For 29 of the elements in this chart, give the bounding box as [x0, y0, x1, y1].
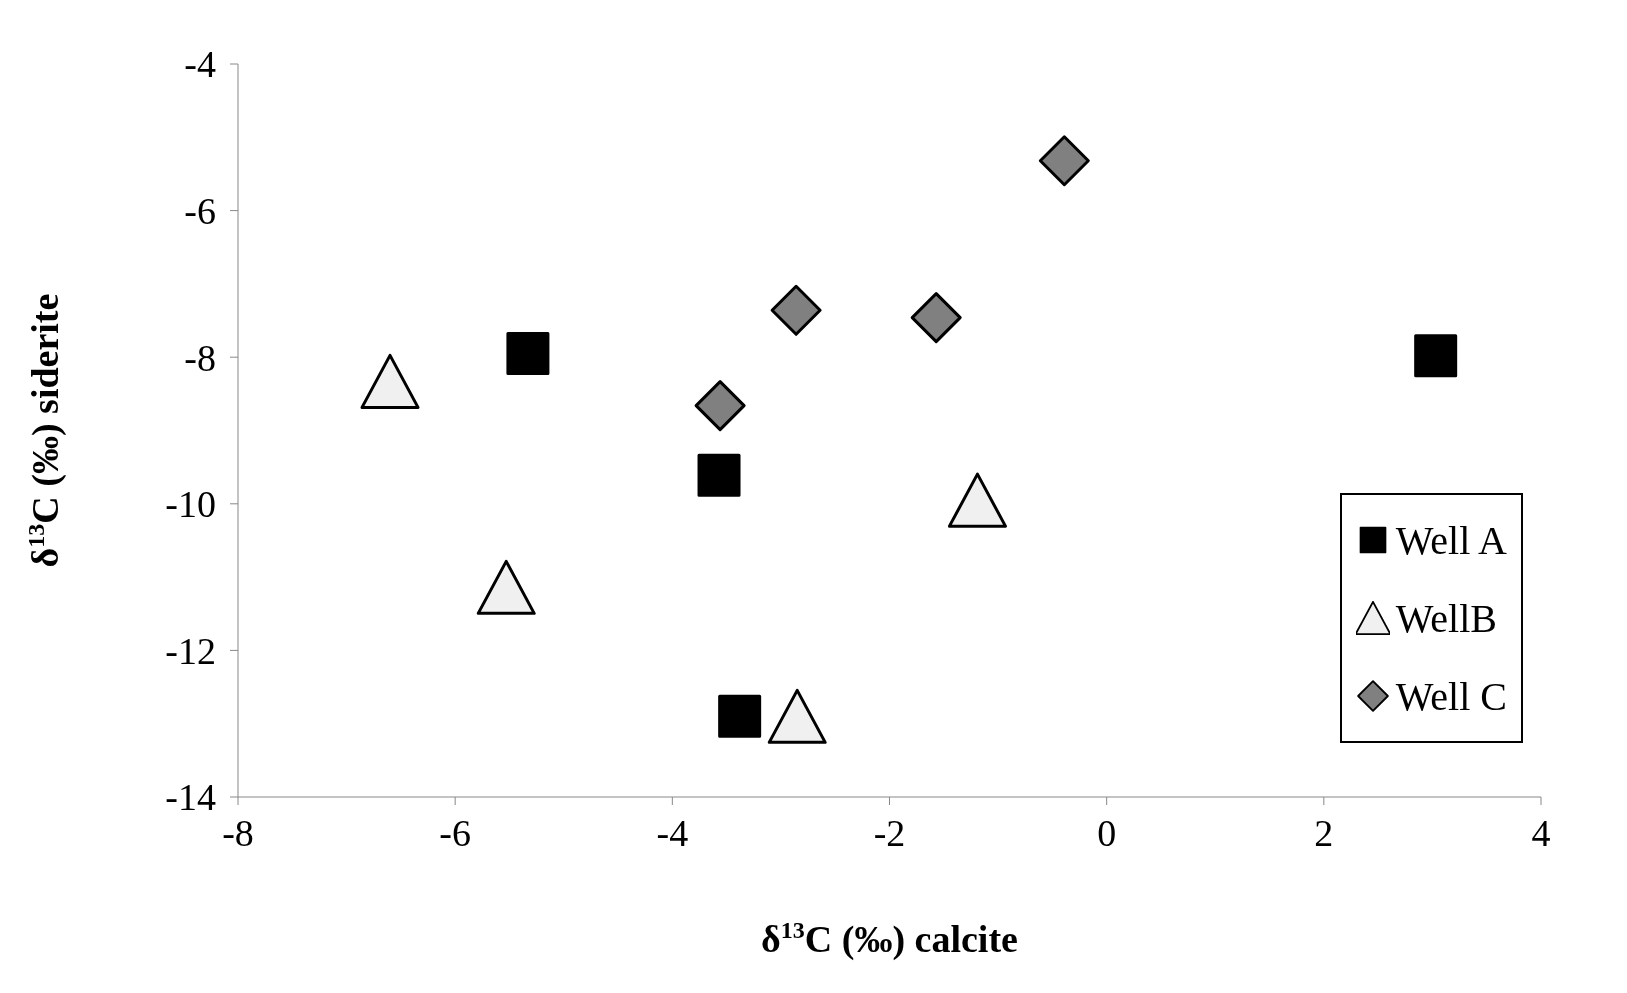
x-tick-label: -4 [656, 811, 689, 854]
point [947, 472, 1007, 528]
point [770, 284, 822, 336]
x-axis-title: δ$^{13}$C (‰) calcite [761, 917, 1018, 961]
point [694, 380, 746, 432]
legend-label: WellB [1395, 594, 1497, 642]
y-tick-label: -14 [165, 776, 216, 819]
x-tick-label: -8 [222, 811, 254, 854]
legend-label: Well C [1395, 672, 1507, 720]
point [360, 353, 420, 409]
point [1038, 135, 1090, 187]
point [767, 688, 827, 744]
y-tick-label: -10 [165, 483, 216, 526]
y-tick-label: -4 [184, 43, 216, 86]
x-tick-label: -6 [439, 811, 471, 854]
y-tick-label: -8 [184, 336, 216, 379]
x-tick-label: 2 [1314, 811, 1334, 854]
point [476, 559, 536, 615]
point [718, 694, 762, 738]
y-tick-label: -6 [184, 190, 216, 233]
y-tick-label: -12 [165, 629, 216, 672]
x-tick-label: 0 [1097, 811, 1117, 854]
point [697, 453, 741, 497]
x-tick-label: 4 [1531, 811, 1551, 854]
legend-label: Well A [1395, 516, 1507, 564]
point [506, 332, 550, 376]
point [1414, 334, 1458, 378]
point [910, 292, 962, 344]
x-tick-label: -2 [873, 811, 906, 854]
